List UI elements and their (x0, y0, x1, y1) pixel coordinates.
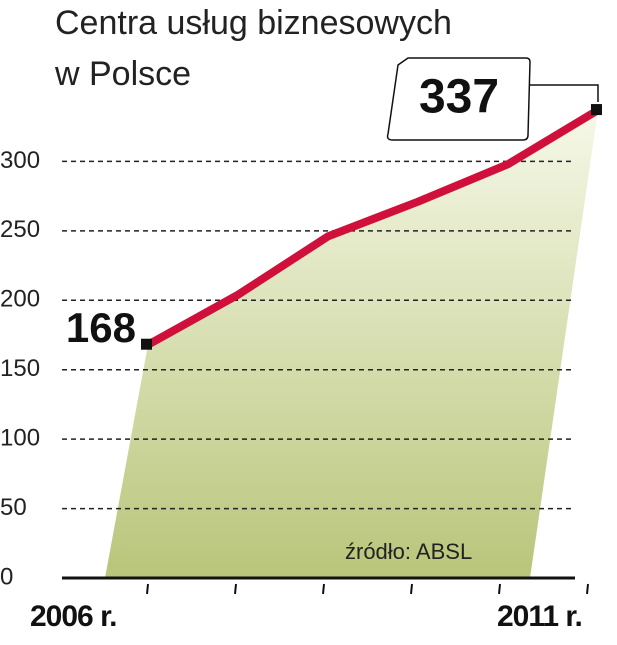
x-tick (410, 583, 413, 595)
y-tick-label: 200 (0, 286, 40, 313)
label-box (386, 57, 531, 141)
x-tick (146, 583, 149, 595)
line (146, 106, 601, 349)
point-marker (591, 104, 602, 116)
y-tick-label: 0 (0, 563, 13, 590)
chart-title: Centra usług biznesowych (55, 4, 452, 42)
x-tick (498, 583, 501, 595)
y-tick-label: 50 (0, 494, 27, 521)
x-tick (586, 583, 589, 595)
x-tick-label: 2006 r. (30, 600, 116, 633)
value-label: 168 (66, 304, 136, 351)
area-layer (105, 110, 598, 579)
x-tick-label: 2011 r. (497, 600, 582, 633)
value-label: 337 (419, 71, 499, 124)
x-tick (322, 583, 325, 595)
x-tick (234, 583, 237, 595)
y-tick-label: 100 (0, 424, 40, 451)
point-marker (141, 338, 152, 350)
source: źródło: ABSL (345, 539, 472, 564)
chart-subtitle: w Polsce (54, 55, 191, 93)
connector (528, 84, 599, 103)
y-tick-label: 150 (0, 355, 40, 382)
area (105, 110, 598, 579)
y-tick-label: 300 (0, 147, 40, 174)
y-tick-label: 250 (0, 216, 40, 243)
